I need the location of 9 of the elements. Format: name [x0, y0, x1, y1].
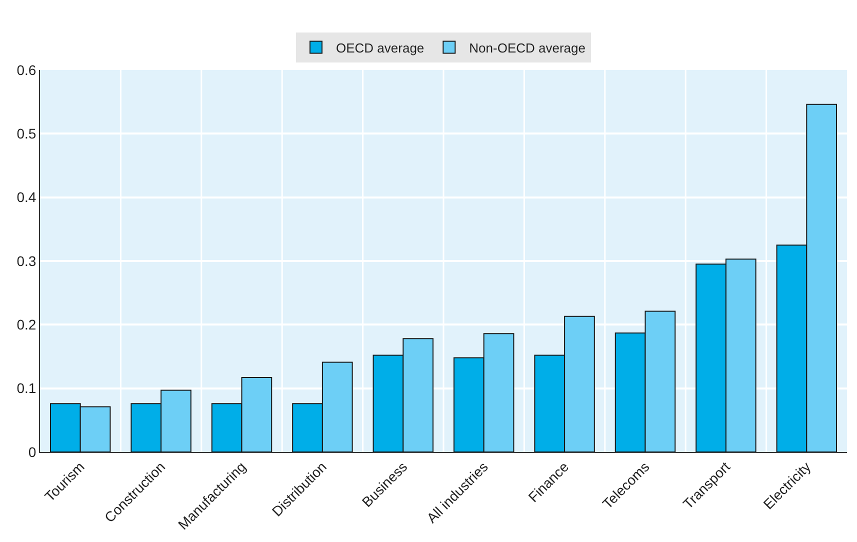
y-tick-label: 0.5 — [16, 126, 36, 142]
y-tick-label: 0.6 — [16, 62, 36, 78]
legend-label: OECD average — [336, 40, 424, 56]
y-tick-label: 0.2 — [16, 316, 36, 333]
y-tick-label: 0.3 — [16, 252, 36, 269]
y-tick-label: 0 — [28, 444, 36, 460]
y-tick-label: 0.1 — [16, 380, 36, 396]
y-tick-label: 0.4 — [16, 189, 36, 206]
legend-label: Non-OECD average — [469, 40, 586, 56]
